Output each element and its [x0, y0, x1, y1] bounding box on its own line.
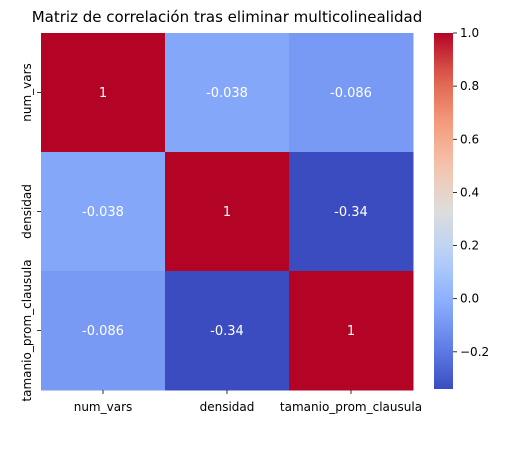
colorbar-tick-label: 1.0	[460, 26, 479, 40]
y-tick-label: densidad	[20, 184, 34, 239]
heatmap-cell	[165, 271, 290, 391]
cell-annotation: 1	[223, 205, 231, 220]
colorbar-tick-label: 0.8	[460, 79, 479, 93]
cell-annotation: 1	[99, 86, 107, 101]
x-axis: num_vars densidad tamanio_prom_clausula	[74, 390, 422, 414]
cell-annotations: 1 -0.038 -0.086 -0.038 1 -0.34 -0.086 -0.34 1	[82, 86, 372, 339]
heatmap-cell	[289, 271, 414, 391]
y-tick-label: tamanio_prom_clausula	[20, 259, 34, 401]
x-tick-label: num_vars	[74, 400, 133, 414]
heatmap-cell	[289, 33, 414, 153]
heatmap-cell	[289, 152, 414, 272]
heatmap-cell	[165, 152, 290, 272]
heatmap-cell	[41, 152, 166, 272]
colorbar-tick-label: 0.4	[460, 185, 479, 199]
y-tick-label: num_vars	[20, 63, 34, 122]
cell-annotation: -0.34	[210, 324, 244, 339]
heatmap-cells	[41, 33, 414, 391]
cell-annotation: 1	[347, 324, 355, 339]
colorbar-tick-label: −0.2	[460, 345, 489, 359]
colorbar-tick-label: 0.0	[460, 292, 479, 306]
heatmap-cell	[41, 271, 166, 391]
x-tick-label: tamanio_prom_clausula	[280, 400, 422, 414]
colorbar-gradient	[434, 33, 453, 389]
cell-annotation: -0.038	[82, 205, 124, 220]
cell-annotation: -0.086	[330, 86, 372, 101]
heatmap-cell	[41, 33, 166, 153]
cell-annotation: -0.34	[334, 205, 368, 220]
chart-title: Matriz de correlación tras eliminar mult…	[32, 8, 423, 26]
y-axis: num_vars densidad tamanio_prom_clausula	[20, 63, 41, 402]
cell-annotation: -0.038	[206, 86, 248, 101]
heatmap-cell	[165, 33, 290, 153]
x-tick-label: densidad	[200, 400, 255, 414]
colorbar-tick-label: 0.2	[460, 239, 479, 253]
cell-annotation: -0.086	[82, 324, 124, 339]
colorbar-ticks: −0.2 0.0 0.2 0.4 0.6 0.8 1.0	[453, 26, 489, 359]
colorbar-tick-label: 0.6	[460, 132, 479, 146]
colorbar: −0.2 0.0 0.2 0.4 0.6 0.8 1.0	[434, 26, 489, 389]
